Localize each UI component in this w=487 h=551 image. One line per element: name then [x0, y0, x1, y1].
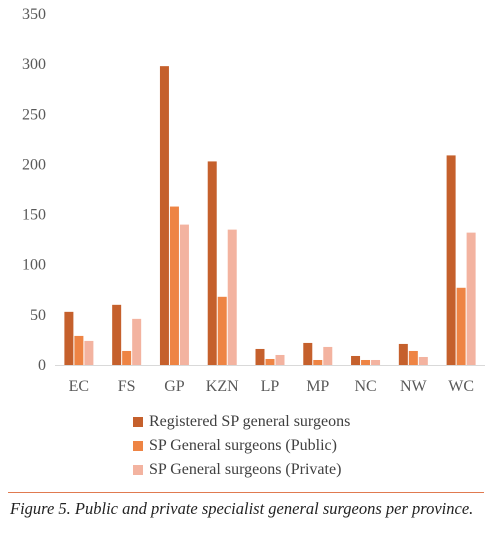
bar-nc-series-2	[371, 359, 381, 365]
bar-wc-series-1	[456, 287, 466, 365]
bar-wc-series-0	[446, 155, 456, 365]
bar-kzn-series-2	[227, 229, 237, 365]
y-tick-label: 50	[30, 307, 46, 324]
legend-item-public: SP General surgeons (Public)	[133, 434, 473, 458]
bar-lp-series-1	[265, 358, 275, 365]
x-tick-label: NC	[354, 378, 376, 395]
bar-gp-series-1	[169, 206, 179, 365]
bar-gp-series-0	[159, 66, 169, 366]
y-tick-label: 250	[22, 106, 46, 123]
bar-lp-series-0	[255, 348, 265, 365]
bar-mp-series-2	[323, 346, 333, 365]
bar-fs-series-0	[112, 304, 122, 365]
bar-ec-series-2	[84, 340, 94, 365]
bar-nw-series-0	[398, 343, 408, 365]
bar-nw-series-1	[408, 350, 418, 365]
bar-mp-series-0	[303, 342, 313, 365]
legend-swatch-public	[133, 441, 143, 451]
legend-item-registered: Registered SP general surgeons	[133, 410, 473, 434]
bar-lp-series-2	[275, 354, 285, 365]
bar-wc-series-2	[466, 232, 476, 365]
y-tick-label: 100	[22, 257, 46, 274]
x-tick-label: NW	[400, 378, 428, 395]
y-tick-label: 350	[22, 6, 46, 23]
bar-ec-series-1	[74, 335, 84, 365]
y-tick-label: 200	[22, 156, 46, 173]
x-tick-label: MP	[306, 378, 329, 395]
x-tick-label: FS	[118, 378, 136, 395]
legend-label-registered: Registered SP general surgeons	[149, 413, 351, 430]
legend-label-private: SP General surgeons (Private)	[149, 461, 342, 478]
legend-label-public: SP General surgeons (Public)	[149, 437, 337, 454]
x-tick-label: LP	[261, 378, 280, 395]
bar-nw-series-2	[418, 356, 428, 365]
bar-nc-series-0	[351, 355, 361, 365]
x-tick-label: GP	[164, 378, 185, 395]
bar-fs-series-1	[122, 350, 132, 365]
figure-caption: Figure 5. Public and private specialist …	[10, 499, 474, 518]
y-tick-label: 300	[22, 56, 46, 73]
bar-chart: 0 50 100 150 200 250 300 350 EC FS GP KZN LP MP NC NW W…	[22, 6, 485, 395]
bar-kzn-series-1	[217, 296, 227, 365]
bar-fs-series-2	[132, 318, 142, 365]
bar-nc-series-1	[361, 359, 371, 365]
bar-gp-series-2	[179, 224, 189, 365]
legend-item-private: SP General surgeons (Private)	[133, 458, 473, 482]
caption-divider	[8, 492, 484, 493]
legend: Registered SP general surgeons SP Genera…	[133, 410, 473, 482]
bars	[64, 66, 476, 366]
x-tick-label: KZN	[206, 378, 239, 395]
legend-swatch-private	[133, 465, 143, 475]
x-tick-label: WC	[448, 378, 474, 395]
y-tick-label: 150	[22, 207, 46, 224]
bar-mp-series-1	[313, 359, 323, 365]
bar-ec-series-0	[64, 311, 74, 365]
x-tick-label: EC	[69, 378, 89, 395]
legend-swatch-registered	[133, 417, 143, 427]
x-axis-ticks: EC FS GP KZN LP MP NC NW WC	[69, 378, 474, 395]
bar-kzn-series-0	[207, 161, 217, 365]
y-axis-ticks: 0 50 100 150 200 250 300 350	[22, 6, 46, 374]
y-tick-label: 0	[38, 357, 46, 374]
